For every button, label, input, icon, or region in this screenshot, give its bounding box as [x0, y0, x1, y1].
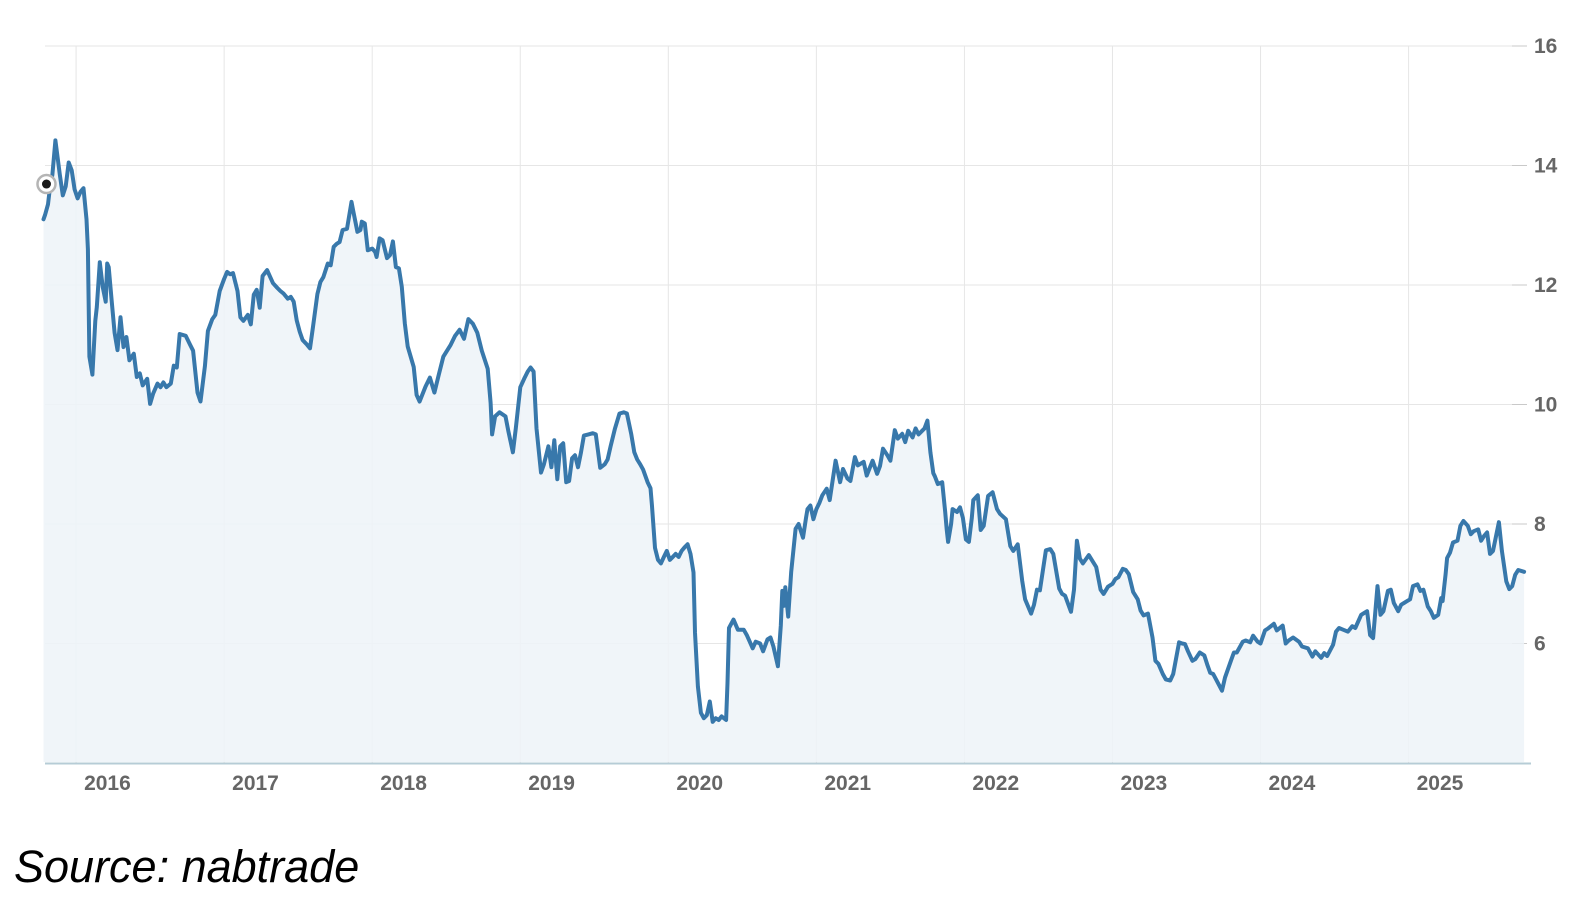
chart-canvas[interactable]: 2016 2017 2018 2019 2020 2021 2022 2023 2024 2025…: [0, 0, 1584, 812]
x-tick-label: 2018: [380, 772, 427, 795]
y-tick-label: 12: [1534, 274, 1557, 297]
x-tick-label: 2020: [676, 772, 723, 795]
y-tick-label: 6: [1534, 633, 1546, 656]
x-tick-label: 2019: [528, 772, 575, 795]
x-tick-label: 2016: [84, 772, 131, 795]
hover-marker-dot: [41, 179, 51, 189]
y-tick-label: 14: [1534, 155, 1558, 178]
x-tick-label: 2024: [1269, 772, 1316, 795]
y-tick-label: 8: [1534, 513, 1546, 536]
series-line: [41, 138, 1527, 724]
series-area: [43, 140, 1525, 762]
x-tick-label: 2025: [1417, 772, 1464, 795]
x-tick-label: 2017: [232, 772, 279, 795]
source-note: Source: nabtrade: [14, 841, 360, 892]
y-tick-label: 16: [1534, 35, 1557, 58]
x-tick-label: 2021: [824, 772, 871, 795]
price-chart[interactable]: 2016 2017 2018 2019 2020 2021 2022 2023 2024 2025…: [0, 0, 1584, 812]
y-tick-label: 10: [1534, 394, 1557, 417]
x-tick-label: 2022: [972, 772, 1019, 795]
x-tick-label: 2023: [1120, 772, 1167, 795]
